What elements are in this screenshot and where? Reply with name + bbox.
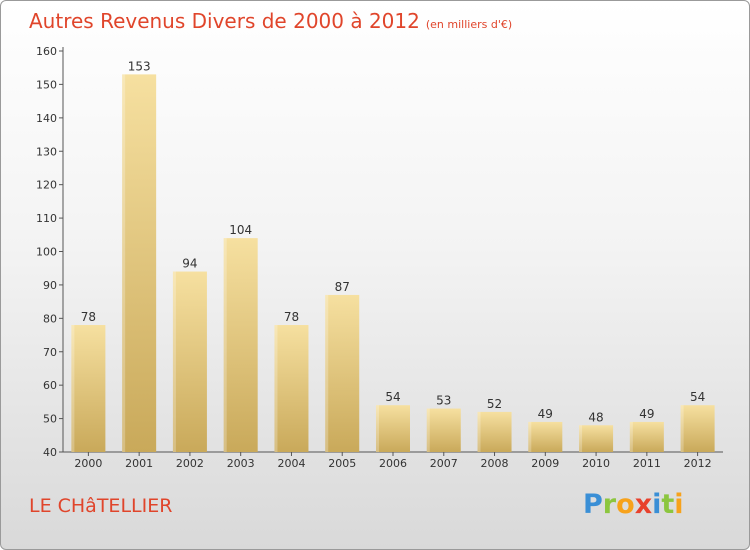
data-label: 54 <box>385 390 400 404</box>
bar-highlight <box>680 405 684 452</box>
data-label: 48 <box>588 410 603 424</box>
bar-highlight <box>426 408 430 452</box>
data-label: 94 <box>182 257 197 271</box>
y-tick-label: 160 <box>36 45 57 58</box>
x-tick-label: 2008 <box>481 457 509 470</box>
x-tick-label: 2006 <box>379 457 407 470</box>
logo-letter: i <box>674 489 684 520</box>
x-tick-label: 2003 <box>227 457 255 470</box>
y-tick-label: 80 <box>43 312 57 325</box>
bar <box>325 294 360 452</box>
bar <box>629 421 664 452</box>
bar <box>122 74 157 453</box>
x-tick-label: 2004 <box>277 457 305 470</box>
y-tick-label: 100 <box>36 246 57 259</box>
bar-highlight <box>223 238 227 452</box>
y-tick-label: 50 <box>43 413 57 426</box>
logo-letter: i <box>652 489 662 520</box>
x-tick-label: 2010 <box>582 457 610 470</box>
x-tick-label: 2002 <box>176 457 204 470</box>
x-tick-label: 2005 <box>328 457 356 470</box>
bar <box>223 238 258 452</box>
data-label: 53 <box>436 394 451 408</box>
bar <box>477 411 512 452</box>
x-tick-label: 2012 <box>684 457 712 470</box>
x-tick-label: 2009 <box>531 457 559 470</box>
y-tick-label: 130 <box>36 145 57 158</box>
y-tick-label: 120 <box>36 179 57 192</box>
bar <box>579 425 614 452</box>
bar-highlight <box>122 74 126 453</box>
x-tick-label: 2001 <box>125 457 153 470</box>
data-label: 52 <box>487 397 502 411</box>
data-label: 104 <box>229 223 252 237</box>
data-label: 49 <box>538 407 553 421</box>
y-tick-label: 110 <box>36 212 57 225</box>
data-label: 78 <box>81 310 96 324</box>
bar-highlight <box>325 294 329 452</box>
bar <box>528 421 563 452</box>
bar-highlight <box>71 325 75 452</box>
x-tick-label: 2007 <box>430 457 458 470</box>
data-label: 87 <box>335 280 350 294</box>
bar-highlight <box>579 425 583 452</box>
y-tick-label: 90 <box>43 279 57 292</box>
x-tick-label: 2000 <box>74 457 102 470</box>
y-tick-label: 70 <box>43 346 57 359</box>
bar-highlight <box>629 421 633 452</box>
bar <box>172 271 207 452</box>
bar-highlight <box>274 325 278 452</box>
data-label: 78 <box>284 310 299 324</box>
chart-title: Autres Revenus Divers de 2000 à 2012 <box>29 9 420 33</box>
data-label: 54 <box>690 390 705 404</box>
data-label: 153 <box>128 59 151 73</box>
y-tick-label: 60 <box>43 379 57 392</box>
logo-letter: o <box>616 489 635 520</box>
bar <box>274 325 309 452</box>
bar-highlight <box>477 411 481 452</box>
y-tick-label: 140 <box>36 112 57 125</box>
bar-highlight <box>376 405 379 452</box>
logo-letter: r <box>602 489 617 520</box>
bar <box>680 405 715 452</box>
logo-letter: x <box>634 489 653 520</box>
bar <box>376 405 410 452</box>
data-label: 49 <box>639 407 654 421</box>
chart-title-block: Autres Revenus Divers de 2000 à 2012 (en … <box>29 9 512 33</box>
bar <box>426 408 461 452</box>
logo-letter: P <box>583 489 603 520</box>
logo-letter: t <box>661 489 675 520</box>
chart-subtitle: (en milliers d'€) <box>425 18 513 31</box>
bar-highlight <box>172 271 176 452</box>
city-name: LE CHâTELLIER <box>29 495 173 517</box>
x-tick-label: 2011 <box>633 457 661 470</box>
bar-highlight <box>528 421 532 452</box>
bar <box>71 325 106 452</box>
proxiti-logo: Proxiti <box>583 489 684 520</box>
y-tick-label: 150 <box>36 78 57 91</box>
y-tick-label: 40 <box>43 446 57 459</box>
